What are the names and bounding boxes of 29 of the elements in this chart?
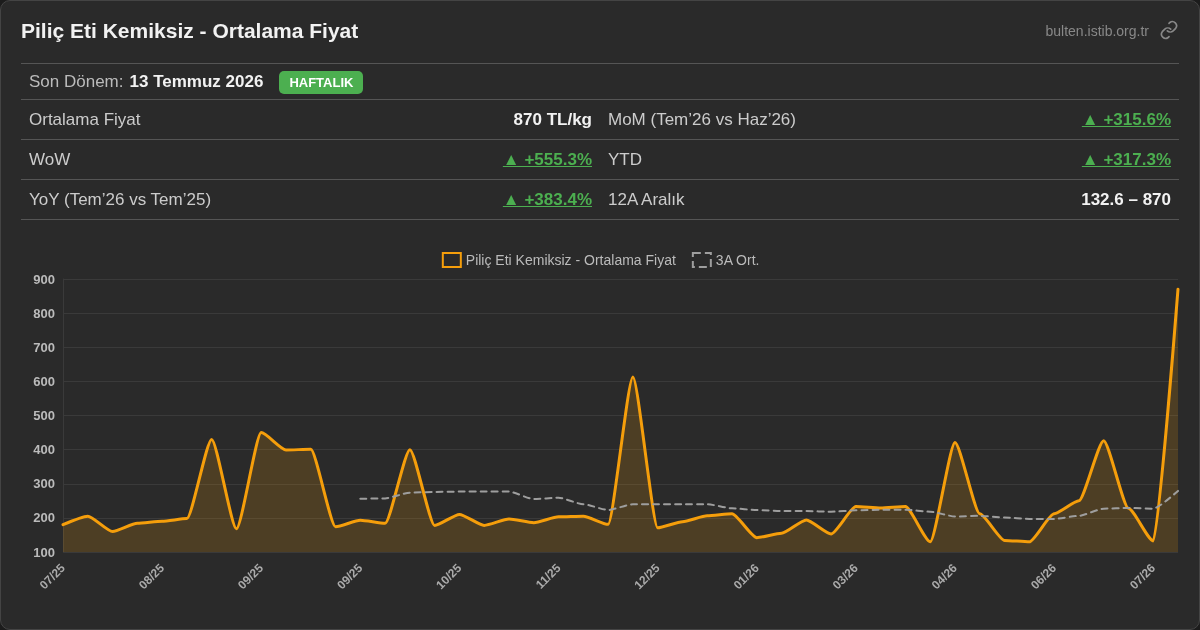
legend-label: 3A Ort.: [715, 252, 760, 268]
text: bulten.istib.org.tr: [1045, 23, 1149, 39]
y-tick-label: 900: [33, 271, 55, 287]
text: ▲ +383.4%: [502, 189, 592, 210]
y-tick-label: 400: [33, 442, 55, 458]
text: ▲ +317.3%: [1081, 149, 1171, 170]
y-tick-label: 500: [33, 408, 55, 423]
text: ▲ +315.6%: [1081, 109, 1171, 130]
text: YTD: [608, 149, 642, 170]
y-tick-label: 700: [33, 339, 55, 355]
y-tick-label: 100: [33, 544, 55, 560]
y-tick-label: 200: [33, 510, 55, 526]
y-tick-label: 300: [33, 476, 55, 492]
text: WoW: [29, 149, 71, 170]
text: ▲ +555.3%: [502, 149, 592, 170]
legend-label: Piliç Eti Kemiksiz - Ortalama Fiyat: [465, 252, 676, 268]
text: HAFTALIK: [279, 70, 364, 94]
y-tick-label: 600: [33, 373, 55, 389]
text: YoY (Tem’26 vs Tem’25): [29, 189, 212, 210]
text: 870 TL/kg: [513, 109, 592, 130]
text: Son Dönem:: [29, 72, 124, 92]
chart-title: Piliç Eti Kemiksiz - Ortalama Fiyat: [21, 19, 359, 43]
text: 12A Aralık: [608, 189, 685, 210]
line-series: [359, 489, 1179, 520]
y-tick-label: 800: [33, 305, 55, 321]
text: 13 Temmuz 2026: [129, 72, 264, 92]
text: 132.6 – 870: [1081, 189, 1171, 210]
text: MoM (Tem’26 vs Haz’26): [608, 109, 796, 130]
text: Ortalama Fiyat: [29, 109, 141, 130]
